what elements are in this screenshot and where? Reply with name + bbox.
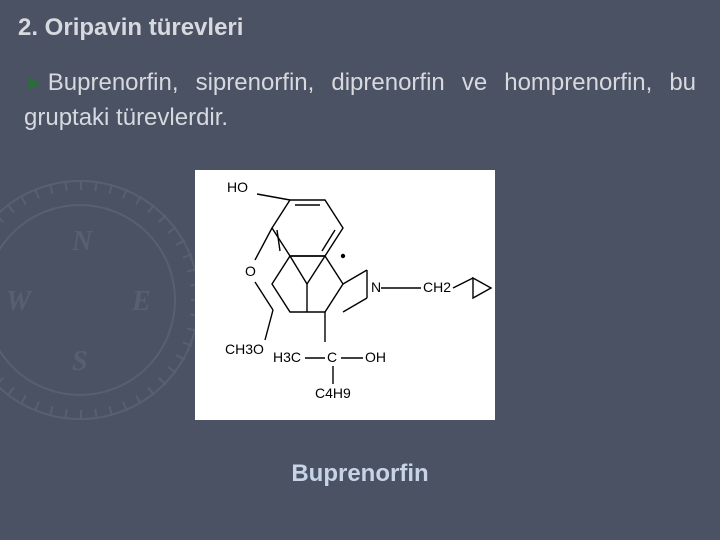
compass-w: W xyxy=(6,286,31,318)
label-h3c: H3C xyxy=(273,349,301,365)
label-n: N xyxy=(371,279,381,295)
label-c4h9: C4H9 xyxy=(315,385,351,401)
label-ch2: CH2 xyxy=(423,279,451,295)
figure-caption: Buprenorfin xyxy=(0,460,720,488)
bullet-arrow-icon: ► xyxy=(24,70,46,95)
bullet-text-3: diprenorfin xyxy=(331,69,444,96)
bullet-paragraph: ►Buprenorfin, siprenorfin, diprenorfin v… xyxy=(24,66,696,136)
slide-heading: 2. Oripavin türevleri xyxy=(18,14,243,42)
label-o: O xyxy=(245,263,256,279)
compass-e: E xyxy=(132,286,151,318)
label-ch3o: CH3O xyxy=(225,341,264,357)
compass-decoration: N E S W xyxy=(0,180,200,420)
label-oh: OH xyxy=(365,349,386,365)
label-ho: HO xyxy=(227,179,248,195)
label-c: C xyxy=(327,349,337,365)
bullet-text-4: ve xyxy=(462,69,487,96)
chemical-structure-figure: HO O CH3O N CH2 H3C C OH C4H9 xyxy=(195,170,495,420)
bullet-text-2: siprenorfin, xyxy=(196,69,315,96)
compass-s: S xyxy=(72,346,88,378)
bullet-text-1: Buprenorfin, xyxy=(48,69,179,96)
compass-n: N xyxy=(72,226,92,258)
